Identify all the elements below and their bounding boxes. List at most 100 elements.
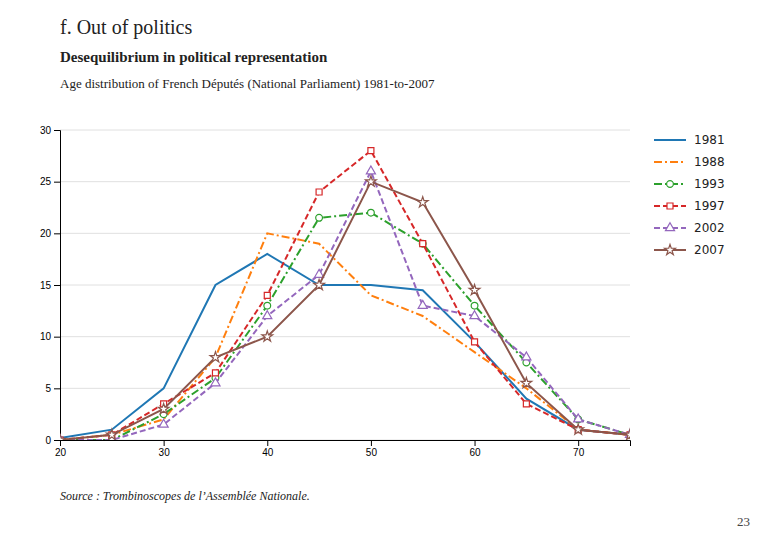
legend-item: 2002 bbox=[654, 221, 725, 235]
legend-marker bbox=[665, 244, 676, 254]
subtitle: Desequilibrium in political representati… bbox=[60, 49, 328, 65]
tick: 60 bbox=[469, 440, 481, 458]
marker bbox=[106, 429, 117, 439]
tick-label: 30 bbox=[40, 125, 52, 136]
tick-label: 10 bbox=[40, 331, 52, 342]
marker bbox=[158, 403, 169, 413]
description: Age distribution of French Députés (Nati… bbox=[60, 76, 435, 91]
tick-mark bbox=[475, 440, 476, 446]
legend-marker bbox=[665, 223, 674, 231]
tick-mark bbox=[371, 440, 372, 446]
tick-label: 60 bbox=[469, 447, 481, 458]
axis-line bbox=[54, 131, 61, 441]
marker bbox=[210, 352, 221, 362]
legend-marker bbox=[667, 181, 674, 188]
tick-label: 20 bbox=[55, 447, 67, 458]
tick-mark bbox=[578, 440, 579, 446]
axis-line bbox=[61, 441, 631, 447]
legend-swatch bbox=[654, 139, 686, 141]
tick: 10 bbox=[40, 331, 60, 342]
marker bbox=[315, 269, 324, 277]
marker bbox=[523, 401, 529, 407]
tick: 50 bbox=[366, 440, 378, 458]
legend-marker bbox=[667, 203, 673, 209]
line bbox=[60, 213, 630, 440]
line bbox=[60, 151, 630, 440]
grid bbox=[60, 130, 630, 440]
legend-label: 2002 bbox=[694, 221, 725, 235]
tick: 0 bbox=[45, 435, 60, 446]
legend-item: 1997 bbox=[654, 199, 725, 213]
line bbox=[60, 182, 630, 440]
legend-label: 1988 bbox=[694, 155, 725, 169]
grid-line bbox=[60, 388, 630, 389]
tick-mark bbox=[54, 337, 60, 338]
marker bbox=[366, 176, 377, 186]
marker bbox=[366, 166, 375, 174]
legend-label: 1997 bbox=[694, 199, 725, 213]
tick: 15 bbox=[40, 280, 60, 291]
legend-label: 1993 bbox=[694, 177, 725, 191]
marks bbox=[60, 148, 630, 440]
legend-label: 1981 bbox=[694, 133, 725, 147]
tick-label: 20 bbox=[40, 228, 52, 239]
marker bbox=[368, 148, 374, 154]
marker bbox=[470, 311, 479, 319]
tick: 20 bbox=[55, 440, 67, 458]
marker bbox=[263, 311, 272, 319]
marker bbox=[469, 285, 480, 295]
marker bbox=[625, 429, 630, 439]
marker bbox=[316, 214, 323, 221]
marker bbox=[418, 300, 427, 308]
tick: 25 bbox=[40, 176, 60, 187]
chart: f. Out of politics Desequilibrium in poli… bbox=[0, 0, 780, 540]
tick-label: 40 bbox=[262, 447, 274, 458]
tick: 5 bbox=[45, 383, 60, 394]
source: Source : Trombinoscopes de l’Assemblée N… bbox=[60, 489, 310, 503]
tick-mark bbox=[54, 388, 60, 389]
marker bbox=[159, 419, 168, 427]
tick: 70 bbox=[573, 440, 585, 458]
tick-label: 30 bbox=[159, 447, 171, 458]
grid-line bbox=[60, 181, 630, 182]
tick: 30 bbox=[40, 125, 60, 136]
marker bbox=[262, 331, 273, 341]
line bbox=[60, 233, 630, 440]
legend-item: 1993 bbox=[654, 177, 725, 191]
tick-mark bbox=[164, 440, 165, 446]
marker bbox=[521, 378, 532, 388]
marker bbox=[417, 197, 428, 207]
tick: 20 bbox=[40, 228, 60, 239]
marker bbox=[368, 209, 375, 216]
tick-label: 70 bbox=[573, 447, 585, 458]
grid-line bbox=[60, 130, 630, 131]
page-number: 23 bbox=[737, 514, 750, 529]
tick-mark bbox=[54, 182, 60, 183]
tick-mark bbox=[54, 233, 60, 234]
tick-label: 50 bbox=[366, 447, 378, 458]
marker bbox=[211, 378, 220, 386]
tick-mark bbox=[267, 440, 268, 446]
title: f. Out of politics bbox=[60, 16, 192, 39]
legend-item: 1988 bbox=[654, 155, 725, 169]
legend: 1981 1988 1993 1997 2002 2007 bbox=[654, 133, 725, 257]
marker bbox=[574, 414, 583, 422]
marker bbox=[316, 189, 322, 195]
line bbox=[60, 171, 630, 440]
grid-line bbox=[60, 336, 630, 337]
tick-mark bbox=[54, 440, 60, 441]
marker bbox=[573, 424, 584, 434]
legend-swatch bbox=[654, 161, 686, 163]
tick: 40 bbox=[262, 440, 274, 458]
marker bbox=[264, 302, 271, 309]
tick-label: 0 bbox=[45, 435, 51, 446]
tick: 30 bbox=[159, 440, 171, 458]
marker bbox=[60, 434, 65, 440]
legend-item: 1981 bbox=[654, 133, 725, 147]
legend-item: 2007 bbox=[654, 243, 725, 257]
plot: 20 30 40 50 60 70 0 5 10 15 20 25 30 bbox=[40, 125, 636, 458]
tick-label: 25 bbox=[40, 176, 52, 187]
tick-label: 15 bbox=[40, 280, 52, 291]
marker bbox=[522, 352, 531, 360]
y-axis: 0 5 10 15 20 25 30 bbox=[40, 125, 61, 446]
